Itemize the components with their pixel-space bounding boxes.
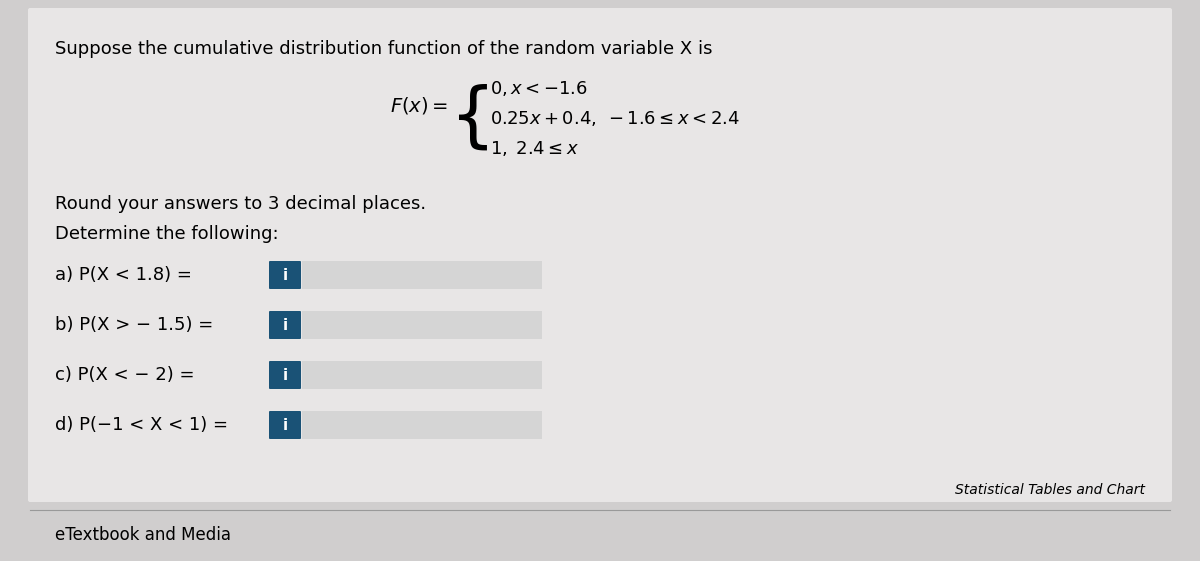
Text: b) P(X > − 1.5) =: b) P(X > − 1.5) = [55, 316, 214, 334]
Text: Statistical Tables and Chart: Statistical Tables and Chart [955, 483, 1145, 497]
FancyBboxPatch shape [269, 261, 301, 289]
Text: Determine the following:: Determine the following: [55, 225, 278, 243]
FancyBboxPatch shape [302, 311, 542, 339]
FancyBboxPatch shape [269, 361, 301, 389]
Text: i: i [282, 268, 288, 283]
Text: $0.25x + 0.4, \; -1.6 \leq x < 2.4$: $0.25x + 0.4, \; -1.6 \leq x < 2.4$ [490, 108, 739, 127]
FancyBboxPatch shape [269, 411, 301, 439]
Text: d) P(−1 < X < 1) =: d) P(−1 < X < 1) = [55, 416, 228, 434]
Text: eTextbook and Media: eTextbook and Media [55, 526, 230, 544]
FancyBboxPatch shape [302, 261, 542, 289]
Text: c) P(X < − 2) =: c) P(X < − 2) = [55, 366, 194, 384]
Text: $0, x < -1.6$: $0, x < -1.6$ [490, 79, 588, 98]
Text: a) P(X < 1.8) =: a) P(X < 1.8) = [55, 266, 192, 284]
Text: i: i [282, 367, 288, 383]
Text: i: i [282, 318, 288, 333]
Text: {: { [450, 84, 496, 153]
Text: $1, \; 2.4 \leq x$: $1, \; 2.4 \leq x$ [490, 139, 580, 158]
FancyBboxPatch shape [28, 8, 1172, 502]
Text: Round your answers to 3 decimal places.: Round your answers to 3 decimal places. [55, 195, 426, 213]
FancyBboxPatch shape [302, 361, 542, 389]
Text: i: i [282, 417, 288, 433]
Text: $F(x) =$: $F(x) =$ [390, 94, 448, 116]
FancyBboxPatch shape [269, 311, 301, 339]
FancyBboxPatch shape [302, 411, 542, 439]
Text: Suppose the cumulative distribution function of the random variable X is: Suppose the cumulative distribution func… [55, 40, 713, 58]
